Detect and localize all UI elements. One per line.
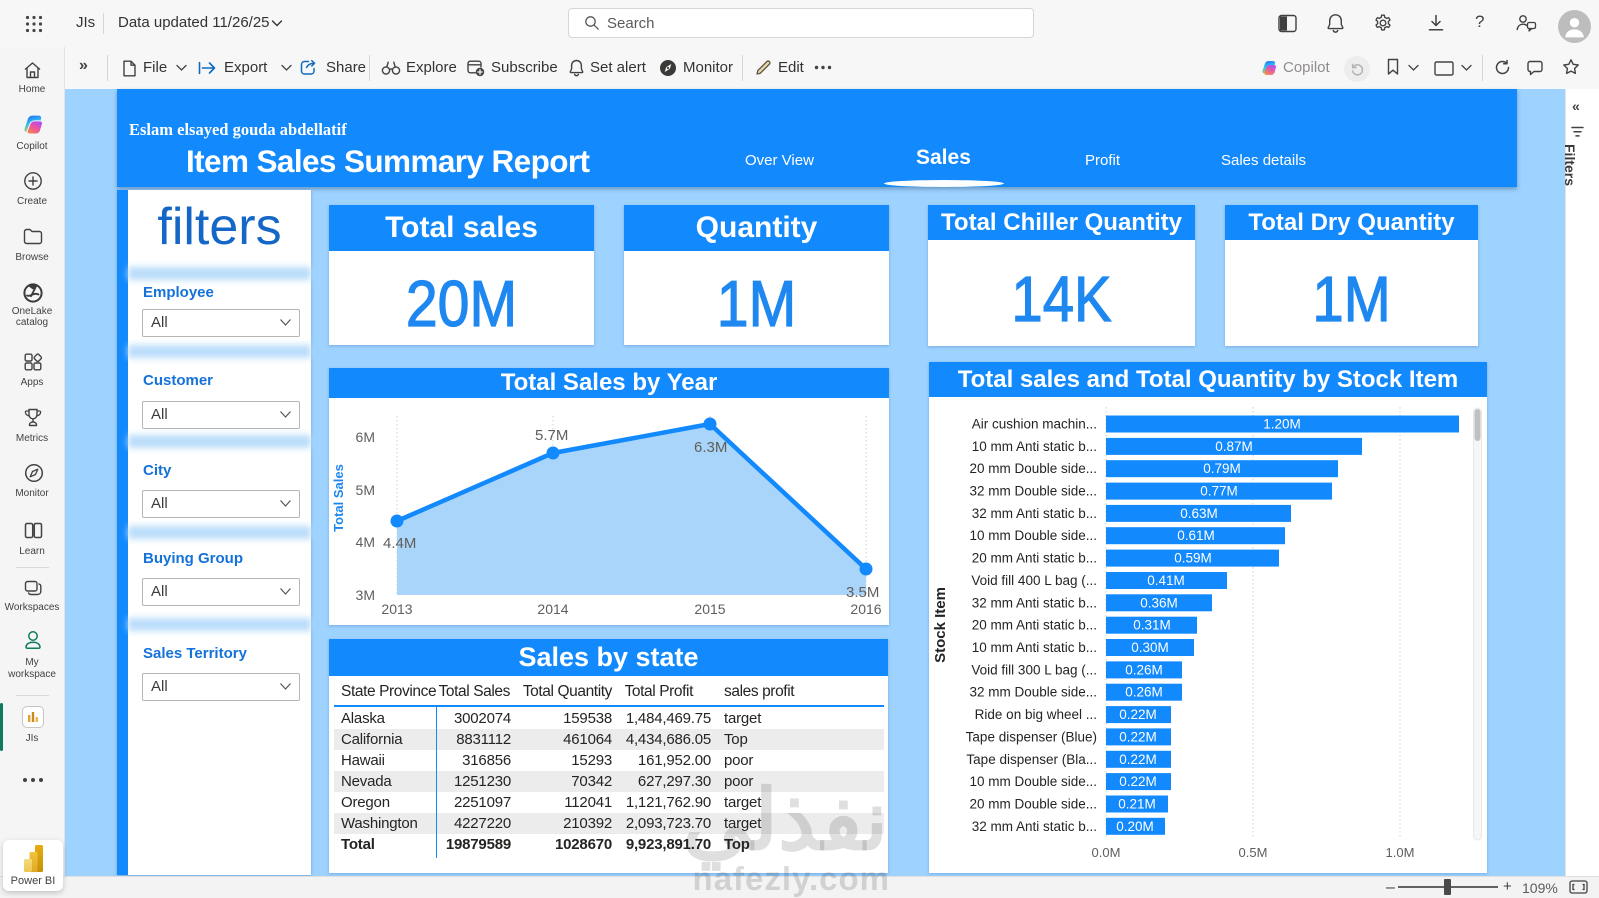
- svg-text:20 mm Double side...: 20 mm Double side...: [969, 461, 1097, 476]
- svg-text:20 mm Anti static b...: 20 mm Anti static b...: [972, 618, 1097, 633]
- svg-text:Total Sales: Total Sales: [331, 464, 346, 532]
- svg-text:32 mm Anti static b...: 32 mm Anti static b...: [972, 819, 1097, 834]
- svg-text:0.22M: 0.22M: [1119, 729, 1157, 744]
- svg-text:32 mm Double side...: 32 mm Double side...: [969, 484, 1097, 499]
- svg-text:Ride on big wheel ...: Ride on big wheel ...: [975, 707, 1097, 722]
- svg-text:32 mm Anti static b...: 32 mm Anti static b...: [972, 595, 1097, 610]
- svg-text:0.87M: 0.87M: [1215, 439, 1253, 454]
- svg-text:1.0M: 1.0M: [1386, 845, 1415, 860]
- svg-text:Stock Item: Stock Item: [932, 587, 949, 663]
- svg-text:32 mm Anti static b...: 32 mm Anti static b...: [972, 506, 1097, 521]
- svg-text:0.41M: 0.41M: [1147, 573, 1185, 588]
- svg-text:20 mm Double side...: 20 mm Double side...: [969, 797, 1097, 812]
- svg-text:5.7M: 5.7M: [535, 427, 568, 444]
- svg-text:10 mm Double side...: 10 mm Double side...: [969, 774, 1097, 789]
- svg-text:0.5M: 0.5M: [1239, 845, 1268, 860]
- svg-text:20 mm Anti static b...: 20 mm Anti static b...: [972, 551, 1097, 566]
- svg-text:6.3M: 6.3M: [694, 439, 727, 456]
- svg-text:10 mm Double side...: 10 mm Double side...: [969, 528, 1097, 543]
- svg-text:2015: 2015: [694, 601, 725, 617]
- svg-text:Void fill 300 L bag (...: Void fill 300 L bag (...: [971, 662, 1097, 677]
- svg-text:32 mm Double side...: 32 mm Double side...: [969, 685, 1097, 700]
- svg-text:4.4M: 4.4M: [383, 535, 416, 552]
- svg-text:Tape dispenser (Blue): Tape dispenser (Blue): [966, 729, 1097, 744]
- svg-text:Void fill 400 L bag (...: Void fill 400 L bag (...: [971, 573, 1097, 588]
- svg-text:4M: 4M: [356, 534, 375, 550]
- svg-text:0.59M: 0.59M: [1174, 551, 1212, 566]
- svg-text:0.26M: 0.26M: [1125, 685, 1163, 700]
- svg-text:0.77M: 0.77M: [1200, 484, 1238, 499]
- svg-text:0.30M: 0.30M: [1131, 640, 1169, 655]
- svg-text:0.79M: 0.79M: [1203, 461, 1241, 476]
- svg-text:2013: 2013: [381, 601, 412, 617]
- svg-text:3.5M: 3.5M: [846, 584, 879, 601]
- svg-text:2016: 2016: [850, 601, 881, 617]
- svg-text:0.22M: 0.22M: [1119, 752, 1157, 767]
- svg-text:0.63M: 0.63M: [1180, 506, 1218, 521]
- svg-text:3M: 3M: [356, 587, 375, 603]
- svg-text:10 mm Anti static b...: 10 mm Anti static b...: [972, 439, 1097, 454]
- svg-text:0.61M: 0.61M: [1177, 528, 1215, 543]
- svg-text:1.20M: 1.20M: [1263, 417, 1301, 432]
- svg-text:0.20M: 0.20M: [1116, 819, 1154, 834]
- svg-text:6M: 6M: [356, 429, 375, 445]
- svg-text:Tape dispenser (Bla...: Tape dispenser (Bla...: [966, 752, 1097, 767]
- svg-text:0.22M: 0.22M: [1119, 774, 1157, 789]
- svg-text:0.0M: 0.0M: [1092, 845, 1121, 860]
- svg-text:5M: 5M: [356, 482, 375, 498]
- svg-text:0.21M: 0.21M: [1118, 797, 1156, 812]
- svg-text:0.31M: 0.31M: [1133, 618, 1171, 633]
- svg-text:Air cushion machin...: Air cushion machin...: [972, 417, 1097, 432]
- svg-text:2014: 2014: [537, 601, 568, 617]
- svg-text:10 mm Anti static b...: 10 mm Anti static b...: [972, 640, 1097, 655]
- svg-text:0.22M: 0.22M: [1119, 707, 1157, 722]
- svg-text:0.36M: 0.36M: [1140, 595, 1178, 610]
- svg-text:0.26M: 0.26M: [1125, 662, 1163, 677]
